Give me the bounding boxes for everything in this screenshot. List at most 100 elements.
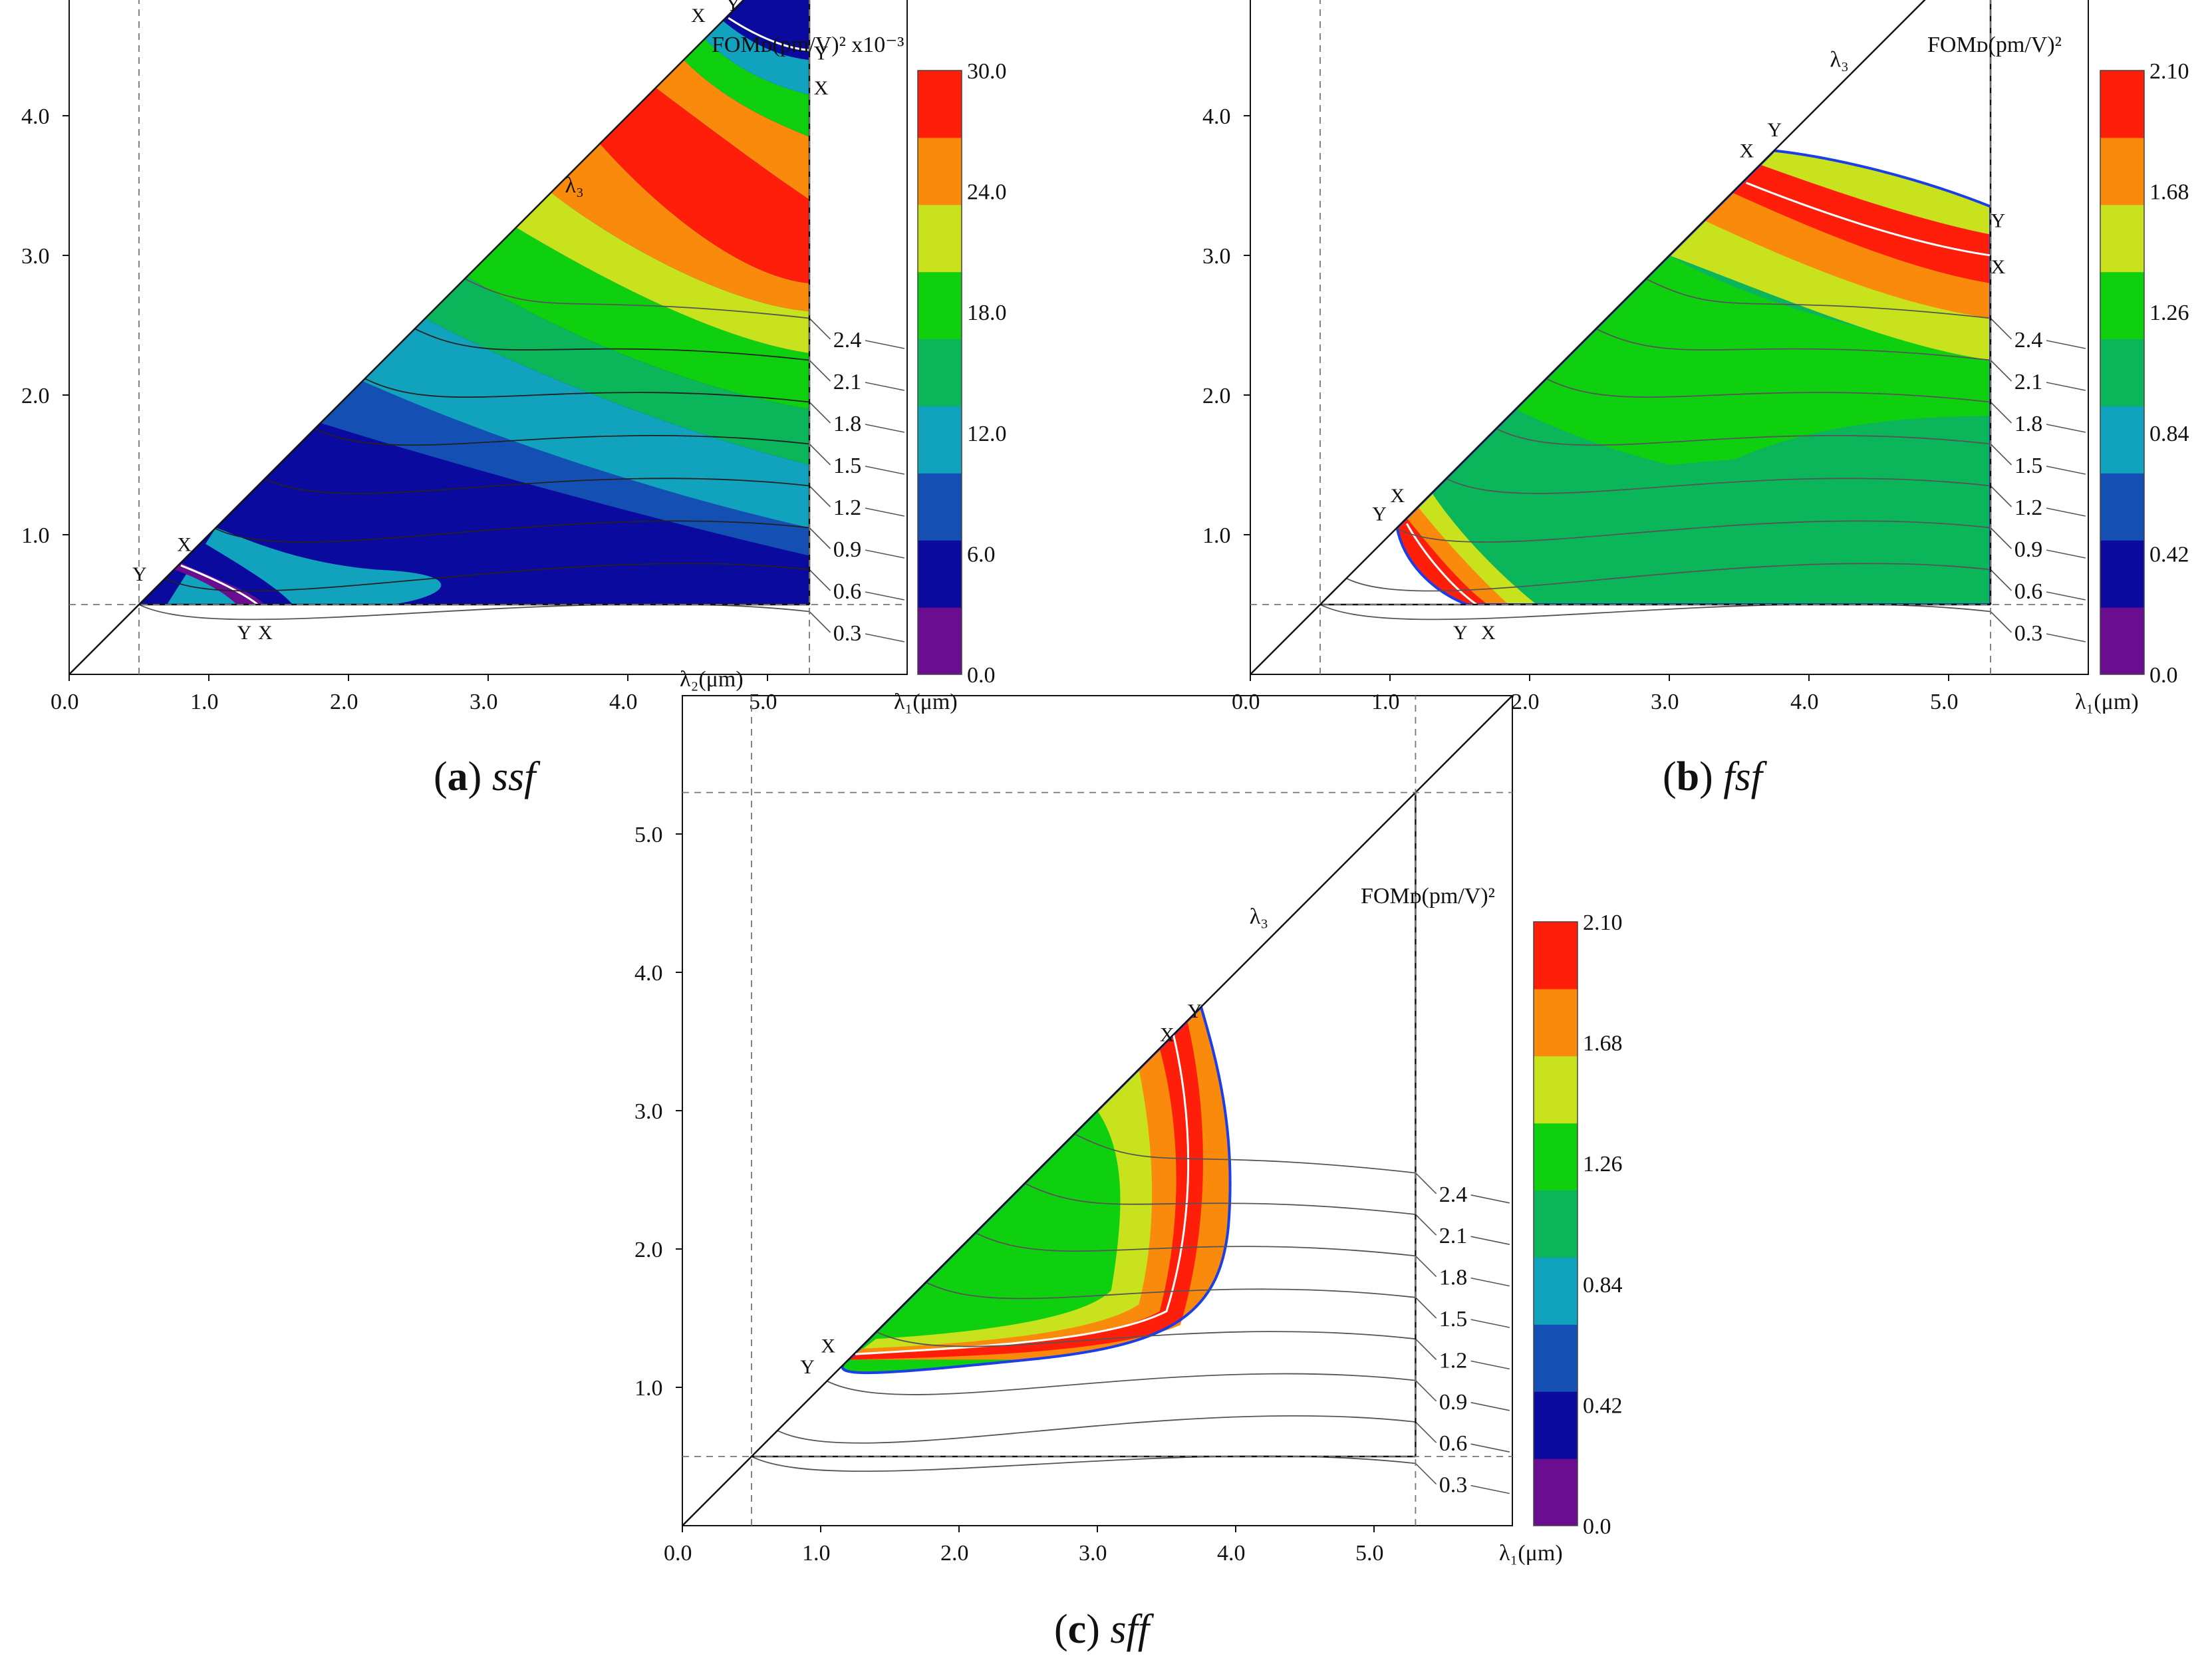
colorbar-segment [2100, 339, 2144, 406]
colorbar-tick-label: 2.10 [1583, 910, 1623, 935]
lambda3-contour-label: 0.9 [2014, 537, 2043, 562]
panel-caption: (c) sff [1054, 1607, 1155, 1652]
contour-band [321, 381, 809, 556]
colorbar-segment [2100, 271, 2144, 340]
marker-x: X [821, 1335, 835, 1357]
contour-fill [841, 1004, 1232, 1375]
lambda3-leader [1415, 1380, 1437, 1402]
x-tick-label: 5.0 [1930, 690, 1959, 714]
lambda3-leader [1415, 1173, 1437, 1194]
colorbar-tick-label: 12.0 [967, 422, 1007, 446]
max-line [180, 564, 259, 605]
contour-band [600, 88, 809, 283]
lambda3-leader [1470, 1360, 1510, 1370]
x-tick-label: 3.0 [470, 690, 498, 714]
caption-paren: ( [1054, 1607, 1068, 1652]
x-tick-label: 5.0 [749, 690, 777, 714]
lambda3-label: λ₃ [1830, 48, 1849, 72]
contour-band [181, 541, 293, 605]
colorbar-segment [1534, 1391, 1578, 1459]
max-line [1745, 182, 1991, 257]
lambda3-contour [1345, 563, 1991, 592]
diagonal-line [1250, 0, 1926, 675]
lambda3-leader [1470, 1319, 1510, 1328]
colorbar-segment [918, 607, 962, 675]
colorbar-frame [917, 70, 962, 675]
caption-name: fsf [1723, 754, 1767, 799]
colorbar: 0.0 0.42 0.84 1.26 1.68 2.10 FOMᴅ(pm/V)² [1361, 884, 1623, 1539]
lambda3-contour [265, 478, 810, 494]
y-tick-label: 3.0 [1202, 244, 1231, 269]
x-tick-label: 1.0 [802, 1541, 831, 1566]
contour-band [1397, 517, 1488, 605]
colorbar-segment [2100, 607, 2144, 675]
contour-band [551, 144, 809, 311]
lambda3-leader [2046, 382, 2086, 391]
x-tick-label: 4.0 [1790, 690, 1819, 714]
colorbar-segment [918, 70, 962, 138]
contour-band [1655, 416, 1991, 605]
lambda3-leader [1990, 401, 2012, 424]
lambda3-contour [1546, 378, 1991, 403]
lambda3-contour [1595, 328, 1991, 361]
colorbar-tick-label: 1.68 [2149, 180, 2189, 205]
contour-band [1397, 507, 1509, 605]
colorbar: 0.0 0.42 0.84 1.26 1.68 2.10 FOMᴅ(pm/V)² [1927, 33, 2189, 688]
marker-x: X [177, 534, 192, 556]
lambda3-contour-label: 0.6 [833, 579, 862, 604]
lambda3-contour-label: 1.2 [1439, 1348, 1468, 1373]
caption-letter: b [1677, 754, 1699, 799]
lambda3-contour [876, 1331, 1416, 1347]
lambda3-contours: 0.3 0.6 0.9 1.2 1.5 1.8 2.1 2.4 [138, 278, 904, 646]
lambda3-contour-label: 0.3 [2014, 621, 2043, 646]
lambda3-contour [414, 328, 810, 361]
colorbar-segment [2100, 70, 2144, 138]
marker-y: Y [132, 563, 147, 585]
y-tick-label: 4.0 [1202, 104, 1231, 129]
contour-band [425, 276, 809, 465]
lambda3-leader [865, 424, 904, 433]
lambda3-leader [1470, 1194, 1510, 1204]
x-tick-label: 1.0 [1371, 690, 1400, 714]
colorbar-segment [2100, 540, 2144, 608]
lambda3-leader [1470, 1443, 1510, 1453]
colorbar-segment [1534, 1257, 1578, 1325]
contour-band [467, 227, 809, 409]
colorbar-frame [1533, 921, 1578, 1526]
y-tick-label: 3.0 [21, 244, 50, 269]
lambda3-leader [1990, 317, 2012, 340]
max-line [728, 17, 809, 51]
lambda3-leader [2046, 340, 2086, 349]
lambda3-contour-label: 1.2 [2014, 495, 2043, 520]
lambda3-contour-label: 1.8 [833, 412, 862, 436]
lambda3-leader [1990, 569, 2012, 591]
lambda3-leader [1470, 1277, 1510, 1287]
lambda3-contour [1024, 1182, 1416, 1215]
lambda3-contour [974, 1232, 1416, 1257]
lambda3-leader [1470, 1484, 1510, 1494]
colorbar-tick-label: 1.26 [2149, 301, 2189, 325]
lambda3-leader [809, 527, 831, 549]
contour-band [704, 21, 809, 95]
lambda3-leader [865, 382, 904, 391]
lambda3-contours: 0.3 0.6 0.9 1.2 1.5 1.8 2.1 2.4 [751, 1133, 1510, 1498]
marker-x: X [258, 622, 273, 644]
lambda3-leader [1990, 485, 2012, 507]
contour-band [1760, 150, 1991, 235]
y-tick-label: 4.0 [21, 104, 50, 129]
marker-x: X [691, 5, 706, 27]
lambda3-contour [777, 1415, 1416, 1444]
marker-x: X [1391, 485, 1405, 507]
colorbar-segment [1534, 1190, 1578, 1258]
lambda3-contour [925, 1282, 1416, 1300]
marker-x: X [1991, 256, 2006, 278]
caption-paren: ( [434, 754, 448, 799]
caption-letter: c [1068, 1607, 1087, 1652]
lambda3-contour [1073, 1133, 1416, 1174]
lambda3-leader [2046, 549, 2086, 559]
x-tick-label: 3.0 [1651, 690, 1679, 714]
colorbar-tick-label: 0.0 [967, 663, 996, 688]
lambda3-contour-label: 0.3 [833, 621, 862, 646]
colorbar-frame [2100, 70, 2145, 675]
